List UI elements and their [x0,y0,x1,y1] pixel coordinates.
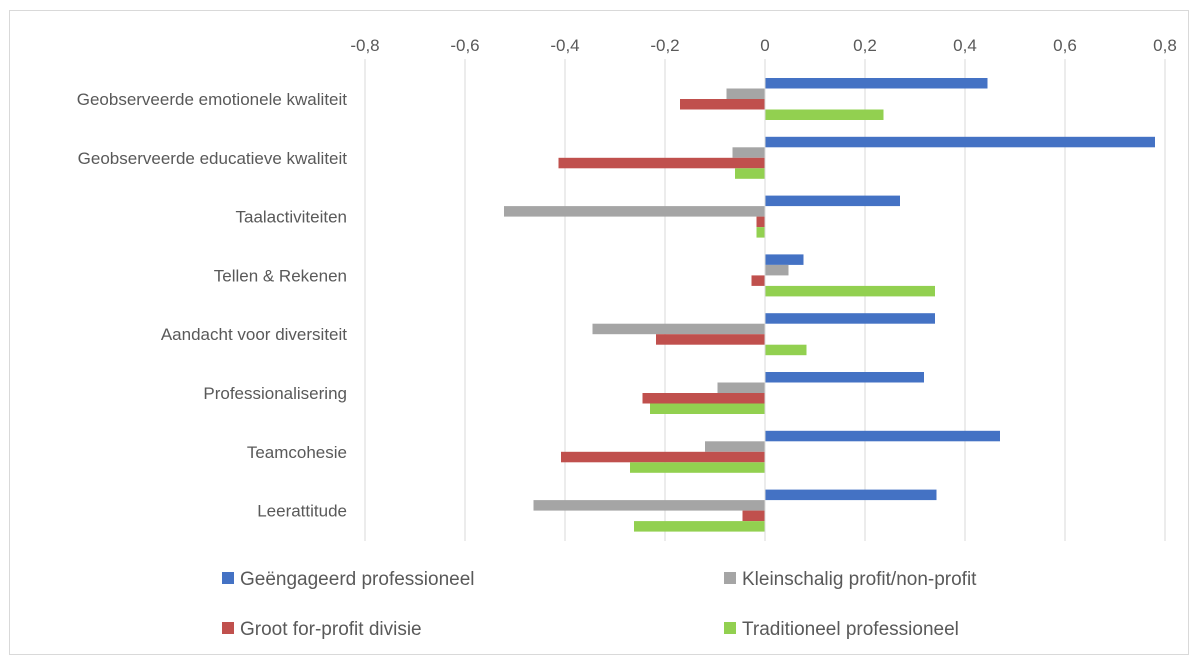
category-label: Geobserveerde educatieve kwaliteit [78,149,348,168]
bar [765,372,924,383]
legend-item: Kleinschalig profit/non-profit [724,569,977,590]
chart-frame: -0,8 -0,6 -0,4 -0,2 0 0,2 0,4 0,6 0,8 Geobservee… [9,10,1189,655]
x-tick-label: -0,4 [550,36,579,55]
bar [504,206,765,217]
x-tick-label: 0,6 [1053,36,1077,55]
bar [765,344,807,356]
bar [705,441,765,452]
bar [756,227,765,238]
bar [656,334,765,345]
bar [765,313,935,324]
bar [630,462,765,473]
legend-label: Kleinschalig profit/non-profit [742,569,977,590]
category-label: Tellen & Rekenen [214,266,347,285]
bar [680,99,765,110]
x-tick-label: -0,8 [350,36,379,55]
x-tick-label: 0,4 [953,36,977,55]
bar [765,285,935,297]
bar [765,109,884,120]
category-label: Aandacht voor diversiteit [161,325,347,344]
bar [742,510,765,522]
legend-swatch [724,572,736,584]
bar [726,88,765,99]
bar-chart: -0,8 -0,6 -0,4 -0,2 0 0,2 0,4 0,6 0,8 Geobservee… [77,36,1177,640]
bars [504,59,1155,541]
bar [717,382,765,393]
legend-label: Geëngageerd professioneel [240,569,475,590]
bar [650,403,765,414]
bar [732,147,765,158]
x-tick-label: -0,2 [650,36,679,55]
legend: Geëngageerd professioneel Kleinschalig pr… [222,569,977,640]
category-label: Geobserveerde emotionele kwaliteit [77,90,348,109]
bar [634,521,765,532]
category-label: Taalactiviteiten [235,208,347,227]
legend-swatch [222,622,234,634]
legend-swatch [724,622,736,634]
bar [765,430,1000,442]
bar [558,157,765,169]
legend-item: Geëngageerd professioneel [222,569,475,590]
bar [735,168,765,179]
x-tick-label: 0 [760,36,769,55]
x-tick-label: 0,8 [1153,36,1177,55]
x-axis-tick-labels: -0,8 -0,6 -0,4 -0,2 0 0,2 0,4 0,6 0,8 [350,36,1176,55]
bar [756,216,765,228]
category-label: Teamcohesie [247,443,347,462]
legend-swatch [222,572,234,584]
bar [765,264,789,276]
x-tick-label: -0,6 [450,36,479,55]
x-tick-label: 0,2 [853,36,877,55]
bar [561,451,765,463]
bar [592,323,765,335]
bar [765,254,804,265]
category-label: Professionalisering [203,384,347,403]
legend-item: Groot for-profit divisie [222,619,422,640]
bar [642,393,765,404]
bar [765,489,937,501]
bar [533,500,765,511]
category-label: Leerattitude [257,502,347,521]
bar [765,78,988,89]
bar [765,136,1155,148]
bar [751,275,765,286]
bar [765,195,900,207]
legend-label: Traditioneel professioneel [742,619,959,640]
category-labels: Geobserveerde emotionele kwaliteit Geobse… [77,90,348,521]
legend-item: Traditioneel professioneel [724,619,959,640]
legend-label: Groot for-profit divisie [240,619,422,640]
